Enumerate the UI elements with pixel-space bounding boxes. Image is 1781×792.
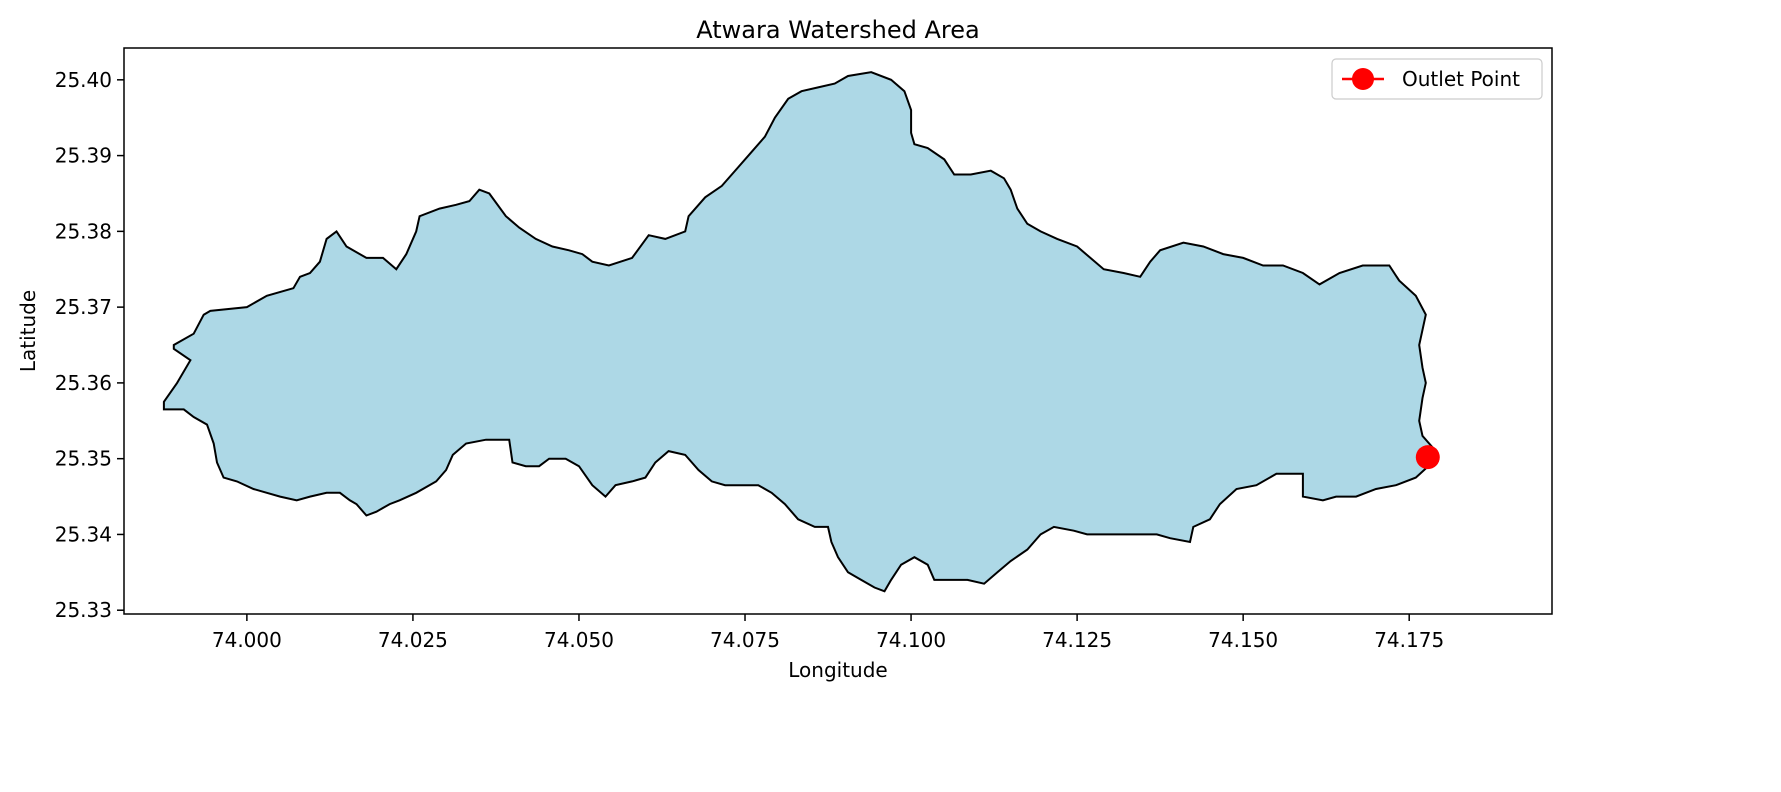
x-tick-label: 74.025 [378,628,448,652]
watershed-polygon [162,71,1437,593]
chart-title: Atwara Watershed Area [696,16,979,44]
plot-area-frame [123,47,1553,615]
y-tick-label: 25.35 [55,447,112,471]
legend-outlet-marker [1352,68,1374,90]
x-tick-label: 74.125 [1042,628,1112,652]
x-tick-label: 74.150 [1208,628,1278,652]
x-axis-label: Longitude [788,658,887,682]
x-tick-label: 74.000 [212,628,282,652]
x-tick-label: 74.100 [876,628,946,652]
x-tick-label: 74.075 [710,628,780,652]
y-tick-label: 25.40 [55,68,112,92]
y-tick-label: 25.34 [55,522,112,546]
y-tick-label: 25.37 [55,295,112,319]
y-tick-label: 25.36 [55,371,112,395]
x-tick-label: 74.050 [544,628,614,652]
y-tick-label: 25.39 [55,144,112,168]
legend-outlet-label: Outlet Point [1402,67,1520,91]
legend: Outlet Point [1331,58,1543,100]
outlet-point-marker [1415,445,1440,470]
y-axis-label: Latitude [16,290,40,372]
y-tick-label: 25.33 [55,598,112,622]
x-tick-label: 74.175 [1374,628,1444,652]
legend-box [1331,58,1543,100]
y-tick-label: 25.38 [55,219,112,243]
